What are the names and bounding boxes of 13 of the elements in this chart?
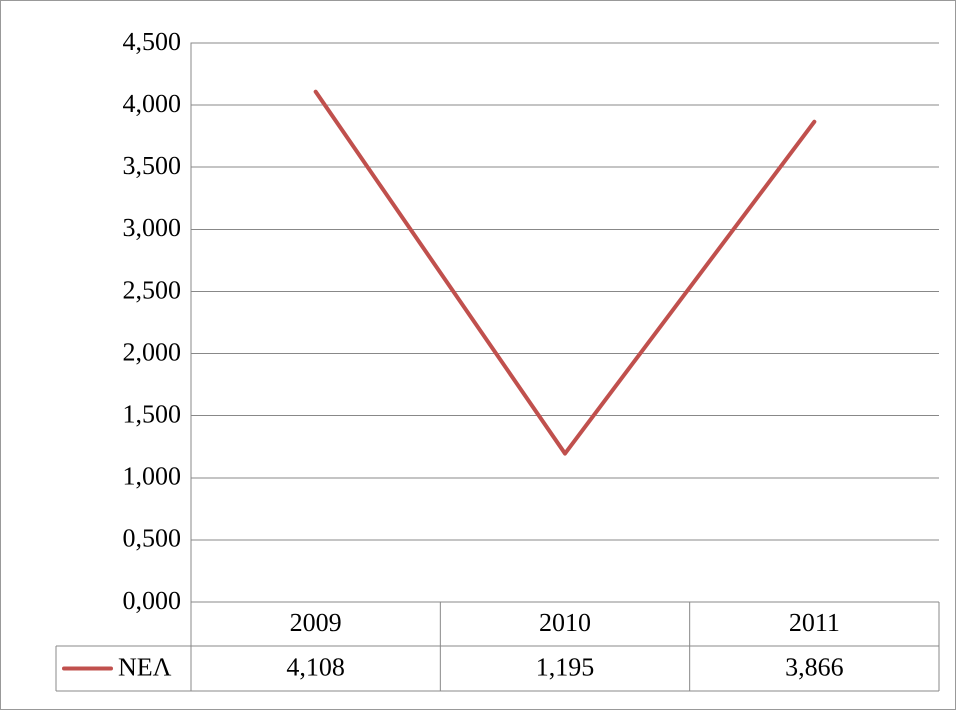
- y-tick-label: 1,000: [122, 462, 181, 491]
- y-tick-label: 2,000: [122, 337, 181, 366]
- x-tick-label: 2011: [788, 608, 840, 637]
- y-tick-label: 0,000: [122, 586, 181, 615]
- x-tick-label: 2009: [290, 608, 342, 637]
- y-tick-label: 3,000: [122, 213, 181, 242]
- y-tick-label: 0,500: [122, 524, 181, 553]
- x-tick-label: 2010: [539, 608, 591, 637]
- y-tick-label: 2,500: [122, 275, 181, 304]
- y-tick-label: 3,500: [122, 151, 181, 180]
- y-tick-label: 1,500: [122, 399, 181, 428]
- y-tick-label: 4,000: [122, 88, 181, 118]
- y-tick-label: 4,500: [122, 26, 181, 56]
